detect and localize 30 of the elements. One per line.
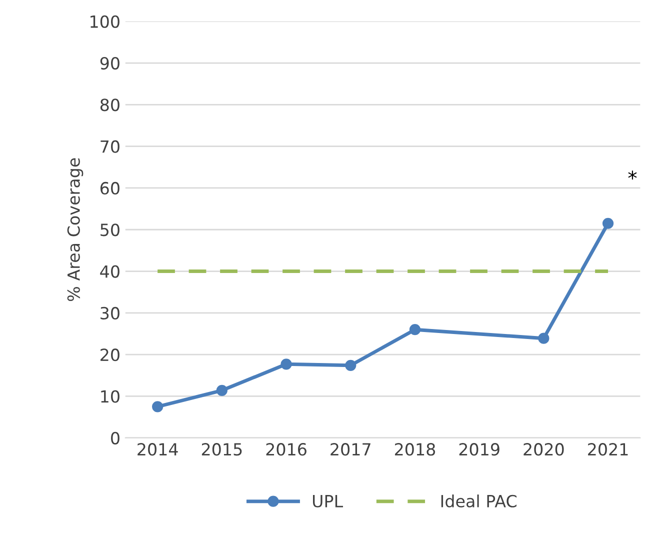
x-tick-label: 2020 <box>524 443 564 456</box>
point <box>216 384 228 396</box>
x-tick-label: 2017 <box>330 443 370 456</box>
point <box>152 401 164 412</box>
y-tick-label: 90 <box>100 56 120 70</box>
point <box>602 218 614 229</box>
y-tick-label: 60 <box>100 182 120 195</box>
x-tick-label: 2021 <box>588 443 628 456</box>
y-tick-label: 70 <box>100 140 120 153</box>
annotation: * <box>628 170 637 180</box>
x-tick-label: 2019 <box>459 443 500 456</box>
x-tick-label: 2015 <box>202 443 242 456</box>
x-tick-label: 2014 <box>138 443 178 456</box>
y-tick-label: 30 <box>100 306 120 320</box>
point <box>538 332 550 344</box>
point <box>409 324 421 336</box>
x-tick-label: 2016 <box>266 443 306 456</box>
y-tick-label: 10 <box>101 390 120 403</box>
y-tick-label: 0 <box>111 432 120 444</box>
x-tick-label: 2018 <box>394 443 436 456</box>
y-axis-title: % Area Coverage <box>67 158 84 302</box>
y-tick-label: 100 <box>90 15 120 28</box>
legend-label: UPL <box>313 495 343 508</box>
y-tick-label: 80 <box>100 98 120 112</box>
point <box>280 358 292 370</box>
y-tick-label: 20 <box>100 348 120 362</box>
y-tick-label: 50 <box>100 224 120 236</box>
point <box>345 360 356 371</box>
y-tick-label: 40 <box>100 265 120 278</box>
legend-label: Ideal PAC <box>441 494 516 508</box>
